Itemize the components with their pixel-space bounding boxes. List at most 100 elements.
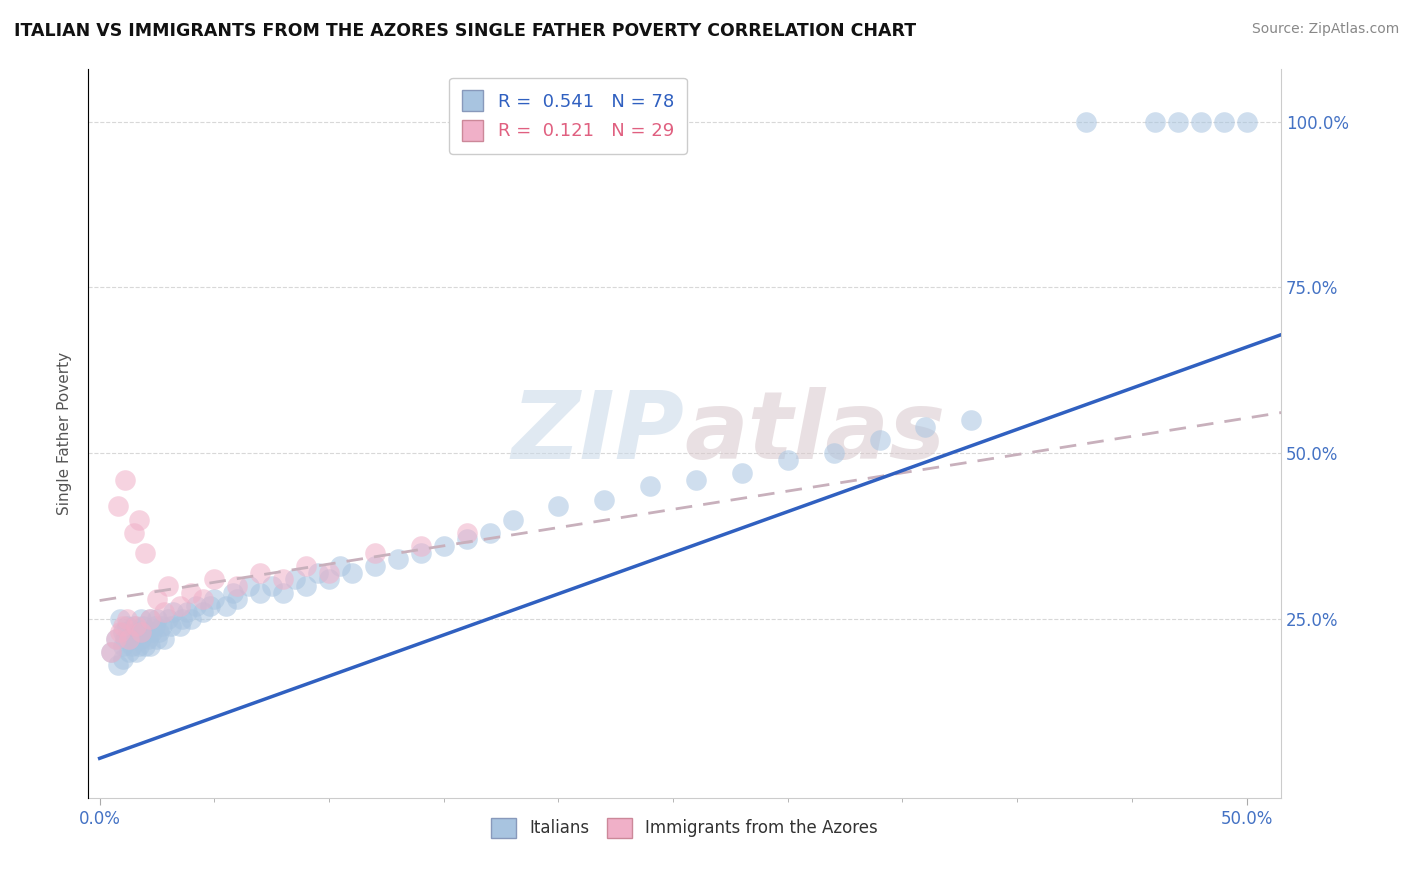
Point <box>433 539 456 553</box>
Point <box>226 592 249 607</box>
Point <box>869 433 891 447</box>
Point <box>100 645 122 659</box>
Point <box>295 559 318 574</box>
Text: Source: ZipAtlas.com: Source: ZipAtlas.com <box>1251 22 1399 37</box>
Point <box>731 466 754 480</box>
Point <box>238 579 260 593</box>
Point <box>638 479 661 493</box>
Point <box>139 612 162 626</box>
Point <box>340 566 363 580</box>
Text: atlas: atlas <box>685 387 946 479</box>
Point <box>1143 114 1166 128</box>
Point <box>134 639 156 653</box>
Y-axis label: Single Father Poverty: Single Father Poverty <box>58 351 72 515</box>
Point <box>115 618 138 632</box>
Point <box>129 612 152 626</box>
Point <box>146 592 169 607</box>
Point <box>118 632 141 646</box>
Point <box>914 419 936 434</box>
Point <box>249 566 271 580</box>
Point <box>107 500 129 514</box>
Point <box>157 579 180 593</box>
Point <box>169 599 191 613</box>
Point <box>1189 114 1212 128</box>
Point <box>271 585 294 599</box>
Point <box>125 625 148 640</box>
Point <box>150 618 173 632</box>
Point <box>271 572 294 586</box>
Point <box>191 606 214 620</box>
Point <box>146 612 169 626</box>
Point <box>128 512 150 526</box>
Point <box>198 599 221 613</box>
Point <box>159 618 181 632</box>
Point <box>134 546 156 560</box>
Point <box>104 632 127 646</box>
Point <box>162 606 184 620</box>
Point <box>176 606 198 620</box>
Point <box>202 592 225 607</box>
Point <box>115 612 138 626</box>
Point <box>122 632 145 646</box>
Point <box>478 525 501 540</box>
Point <box>114 632 136 646</box>
Point <box>502 512 524 526</box>
Point <box>823 446 845 460</box>
Point <box>1236 114 1258 128</box>
Point <box>456 525 478 540</box>
Point <box>129 632 152 646</box>
Point <box>960 413 983 427</box>
Point <box>329 559 352 574</box>
Point <box>1212 114 1234 128</box>
Point <box>132 618 155 632</box>
Point <box>110 612 132 626</box>
Point <box>111 652 134 666</box>
Point <box>139 639 162 653</box>
Point <box>146 632 169 646</box>
Point <box>122 525 145 540</box>
Point <box>456 533 478 547</box>
Point <box>318 572 340 586</box>
Point <box>157 612 180 626</box>
Point <box>118 645 141 659</box>
Point <box>191 592 214 607</box>
Point <box>215 599 238 613</box>
Point <box>260 579 283 593</box>
Point <box>180 585 202 599</box>
Point <box>139 612 162 626</box>
Point <box>169 618 191 632</box>
Point <box>122 618 145 632</box>
Point <box>114 473 136 487</box>
Point <box>172 612 194 626</box>
Point <box>141 625 163 640</box>
Text: ITALIAN VS IMMIGRANTS FROM THE AZORES SINGLE FATHER POVERTY CORRELATION CHART: ITALIAN VS IMMIGRANTS FROM THE AZORES SI… <box>14 22 917 40</box>
Point <box>685 473 707 487</box>
Point <box>128 639 150 653</box>
Point <box>364 546 387 560</box>
Point <box>110 625 132 640</box>
Point <box>547 500 569 514</box>
Point <box>593 492 616 507</box>
Point <box>387 552 409 566</box>
Point <box>104 632 127 646</box>
Point <box>134 625 156 640</box>
Point <box>111 618 134 632</box>
Point <box>107 658 129 673</box>
Point <box>249 585 271 599</box>
Point <box>180 612 202 626</box>
Point <box>129 625 152 640</box>
Point <box>148 625 170 640</box>
Point <box>125 645 148 659</box>
Point <box>776 453 799 467</box>
Point <box>284 572 307 586</box>
Point <box>184 599 207 613</box>
Point <box>295 579 318 593</box>
Point <box>318 566 340 580</box>
Point <box>226 579 249 593</box>
Point <box>111 639 134 653</box>
Legend: Italians, Immigrants from the Azores: Italians, Immigrants from the Azores <box>485 811 884 845</box>
Point <box>364 559 387 574</box>
Point <box>136 632 159 646</box>
Point <box>100 645 122 659</box>
Point <box>221 585 243 599</box>
